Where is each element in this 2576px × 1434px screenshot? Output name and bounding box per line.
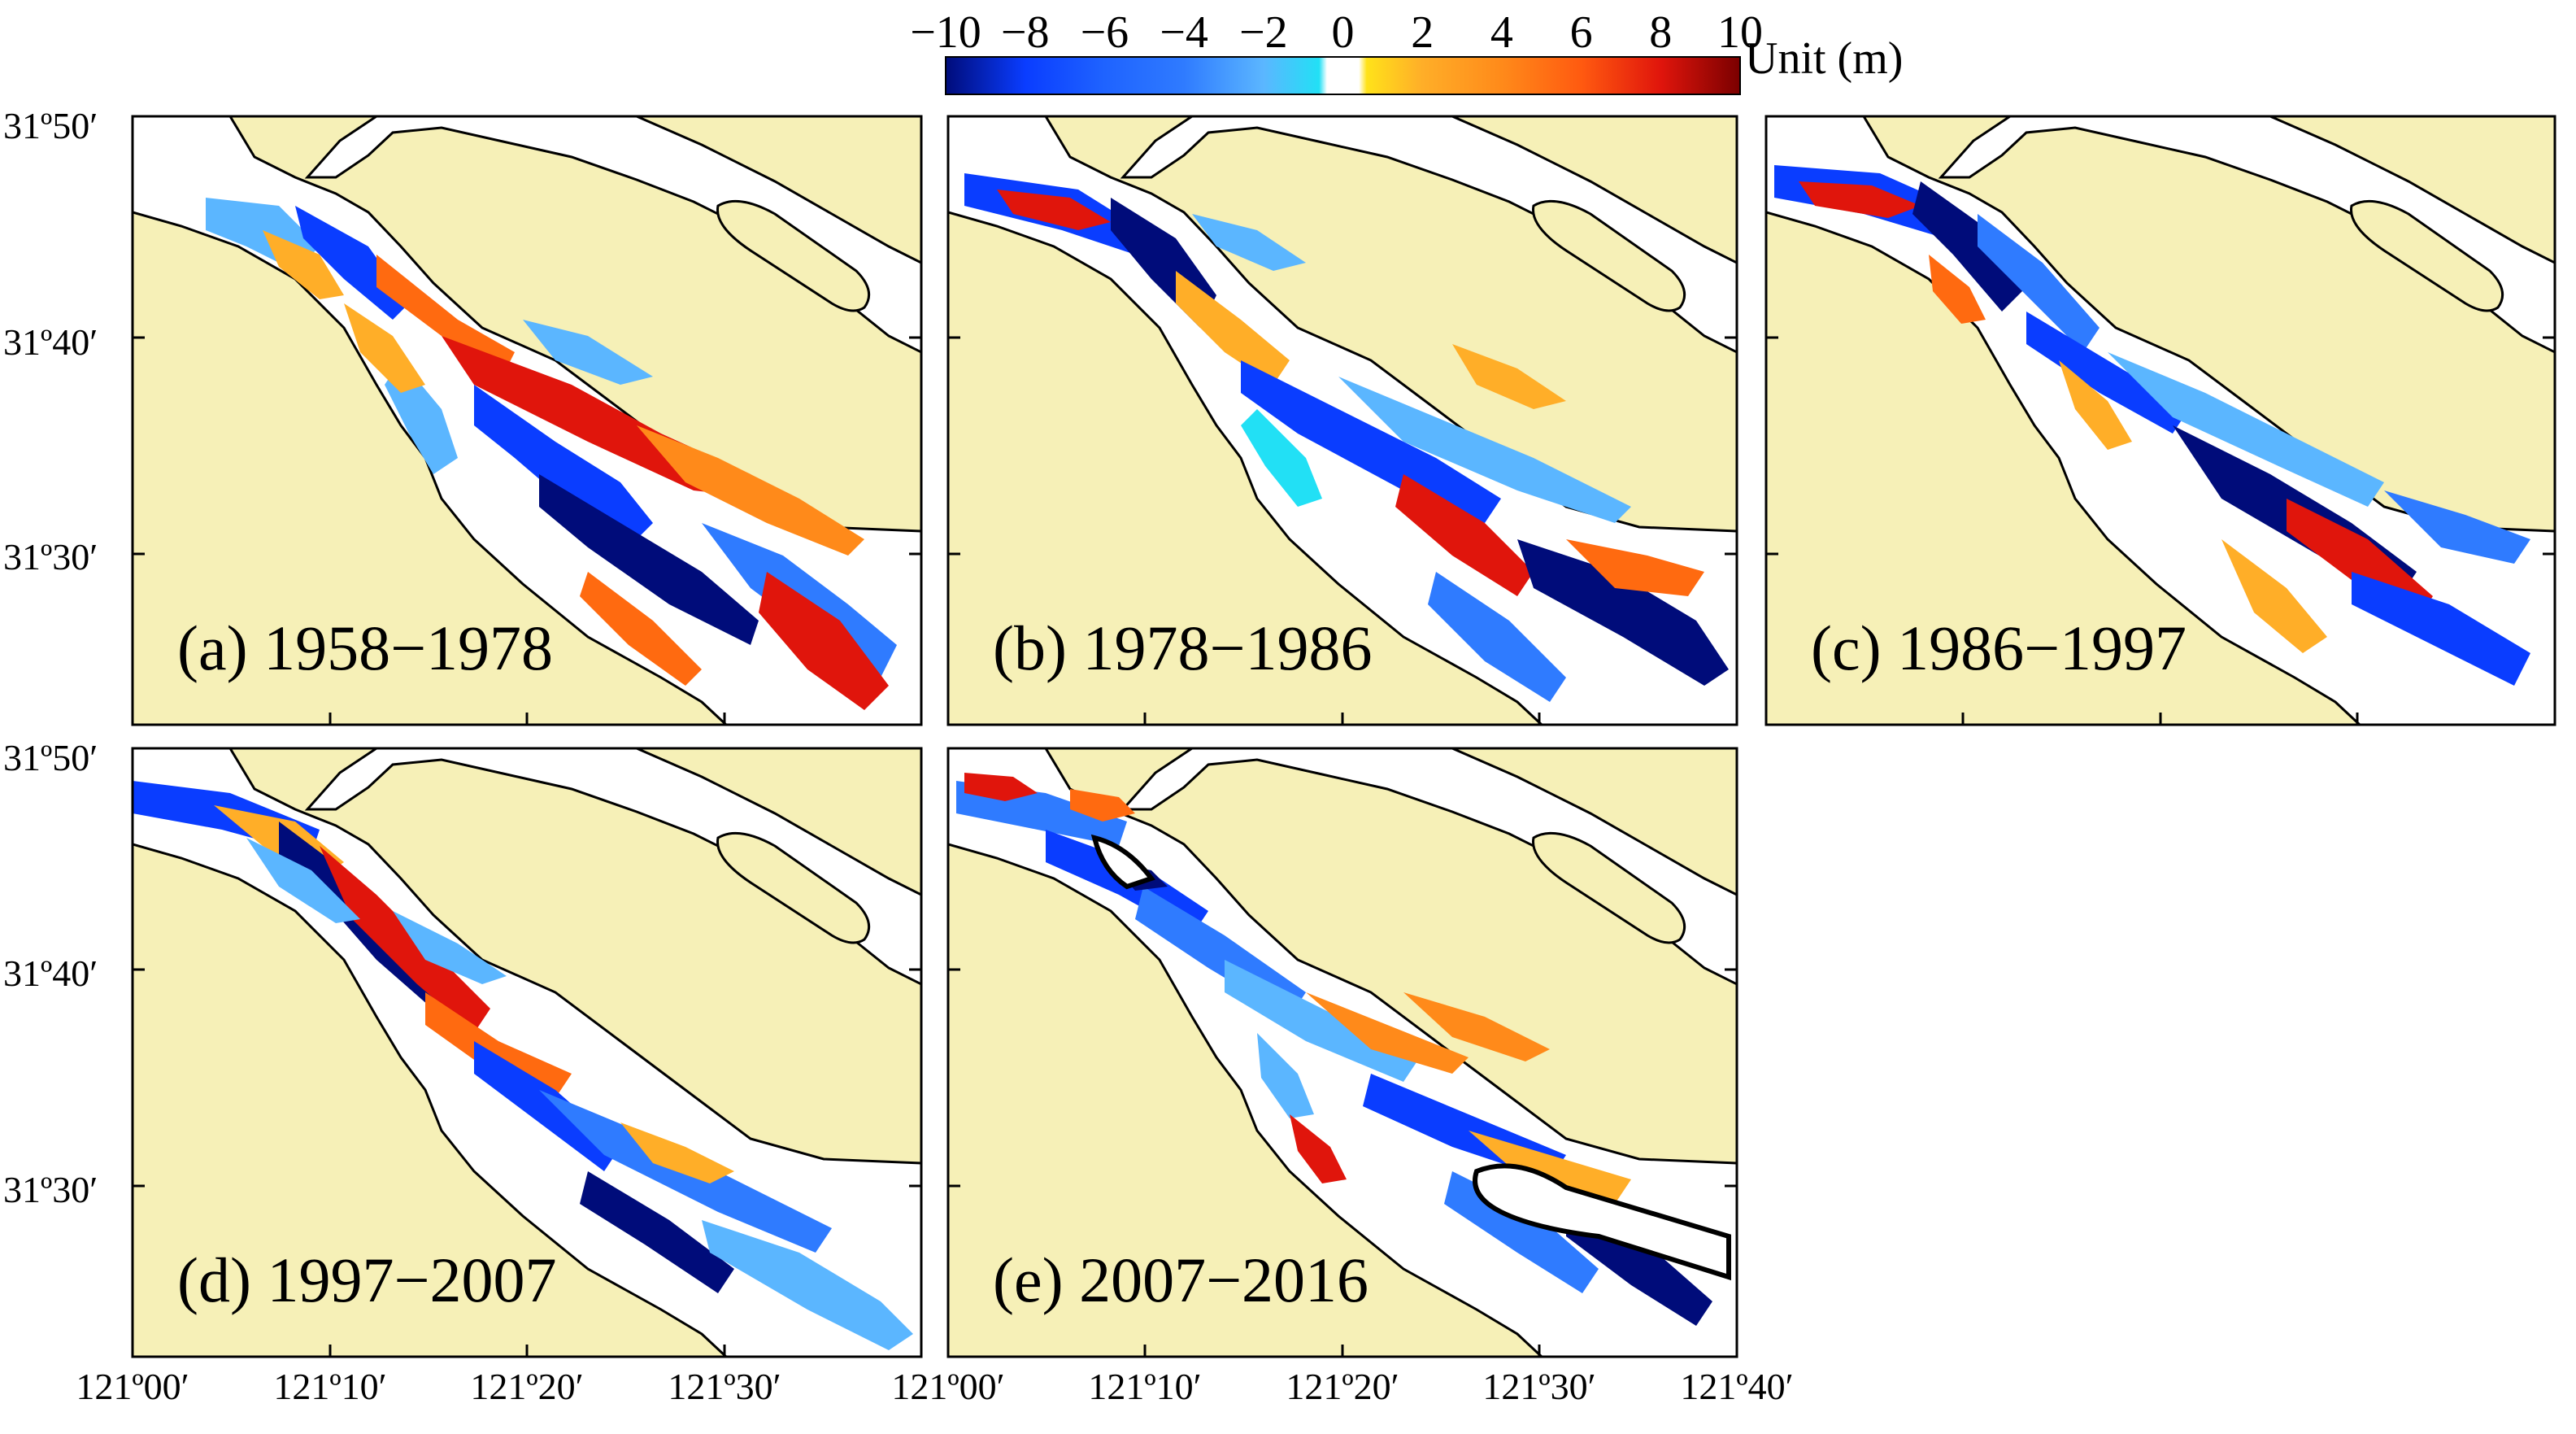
x-label-left-00: 121º00′: [76, 1366, 189, 1407]
colorbar-tick-label: 8: [1649, 7, 1672, 58]
x-label-right-20: 121º20′: [1286, 1366, 1399, 1407]
colorbar-ticks: −10 −8 −6 −4 −2 0 2 4 6 8 10: [910, 7, 1763, 58]
x-label-left-30: 121º30′: [668, 1366, 781, 1407]
panel-label-c: (c) 1986−1997: [1811, 612, 2187, 683]
colorbar-tick-label: 6: [1570, 7, 1593, 58]
colorbar-tick-label: 0: [1332, 7, 1355, 58]
x-label-right-10: 121º10′: [1088, 1366, 1201, 1407]
x-label-right-40: 121º40′: [1680, 1366, 1793, 1407]
panel-label-a: (a) 1958−1978: [177, 612, 553, 683]
x-label-right-00: 121º00′: [891, 1366, 1004, 1407]
y-axis-labels-top: 31º50′ 31º40′ 31º30′: [3, 105, 98, 578]
y-axis-labels-bottom: 31º50′ 31º40′ 31º30′: [3, 737, 98, 1210]
x-label-left-20: 121º20′: [470, 1366, 583, 1407]
panel-d: (d) 1997−2007: [131, 747, 923, 1358]
panel-label-d: (d) 1997−2007: [177, 1244, 556, 1315]
x-ticks: [329, 713, 2359, 1357]
panel-label-e: (e) 2007−2016: [993, 1244, 1368, 1315]
colorbar-unit: Unit (m): [1745, 33, 1903, 84]
colorbar-tick-label: 4: [1490, 7, 1513, 58]
panel-label-b: (b) 1978−1986: [993, 612, 1372, 683]
colorbar-tick-label: −6: [1081, 7, 1129, 58]
colorbar-tick-label: 10: [1717, 7, 1763, 58]
x-label-right-30: 121º30′: [1482, 1366, 1595, 1407]
y-label-bottom-40: 31º40′: [3, 952, 98, 994]
panel-b: (b) 1978−1986: [946, 115, 1738, 726]
colorbar-tick-label: −8: [1001, 7, 1050, 58]
panel-a: (a) 1958−1978: [131, 115, 923, 726]
panel-e: (e) 2007−2016: [946, 747, 1738, 1358]
y-label-top-50: 31º50′: [3, 105, 98, 146]
x-label-left-10: 121º10′: [273, 1366, 386, 1407]
colorbar-tick-label: −4: [1160, 7, 1208, 58]
y-label-top-30: 31º30′: [3, 536, 98, 578]
y-ticks: [133, 336, 2555, 1188]
colorbar-tick-label: 2: [1411, 7, 1434, 58]
colorbar-tick-label: −2: [1239, 7, 1288, 58]
colorbar-tick-label: −10: [910, 7, 981, 58]
y-label-top-40: 31º40′: [3, 321, 98, 363]
y-label-bottom-30: 31º30′: [3, 1169, 98, 1210]
colorbar: −10 −8 −6 −4 −2 0 2 4 6 8 10 Unit (m): [910, 7, 1903, 95]
panel-c: (c) 1986−1997: [1764, 115, 2556, 726]
y-label-bottom-50: 31º50′: [3, 737, 98, 778]
colorbar-gradient: [945, 56, 1741, 95]
x-axis-labels: 121º00′ 121º10′ 121º20′ 121º30′ 121º00′ …: [76, 1366, 1793, 1407]
